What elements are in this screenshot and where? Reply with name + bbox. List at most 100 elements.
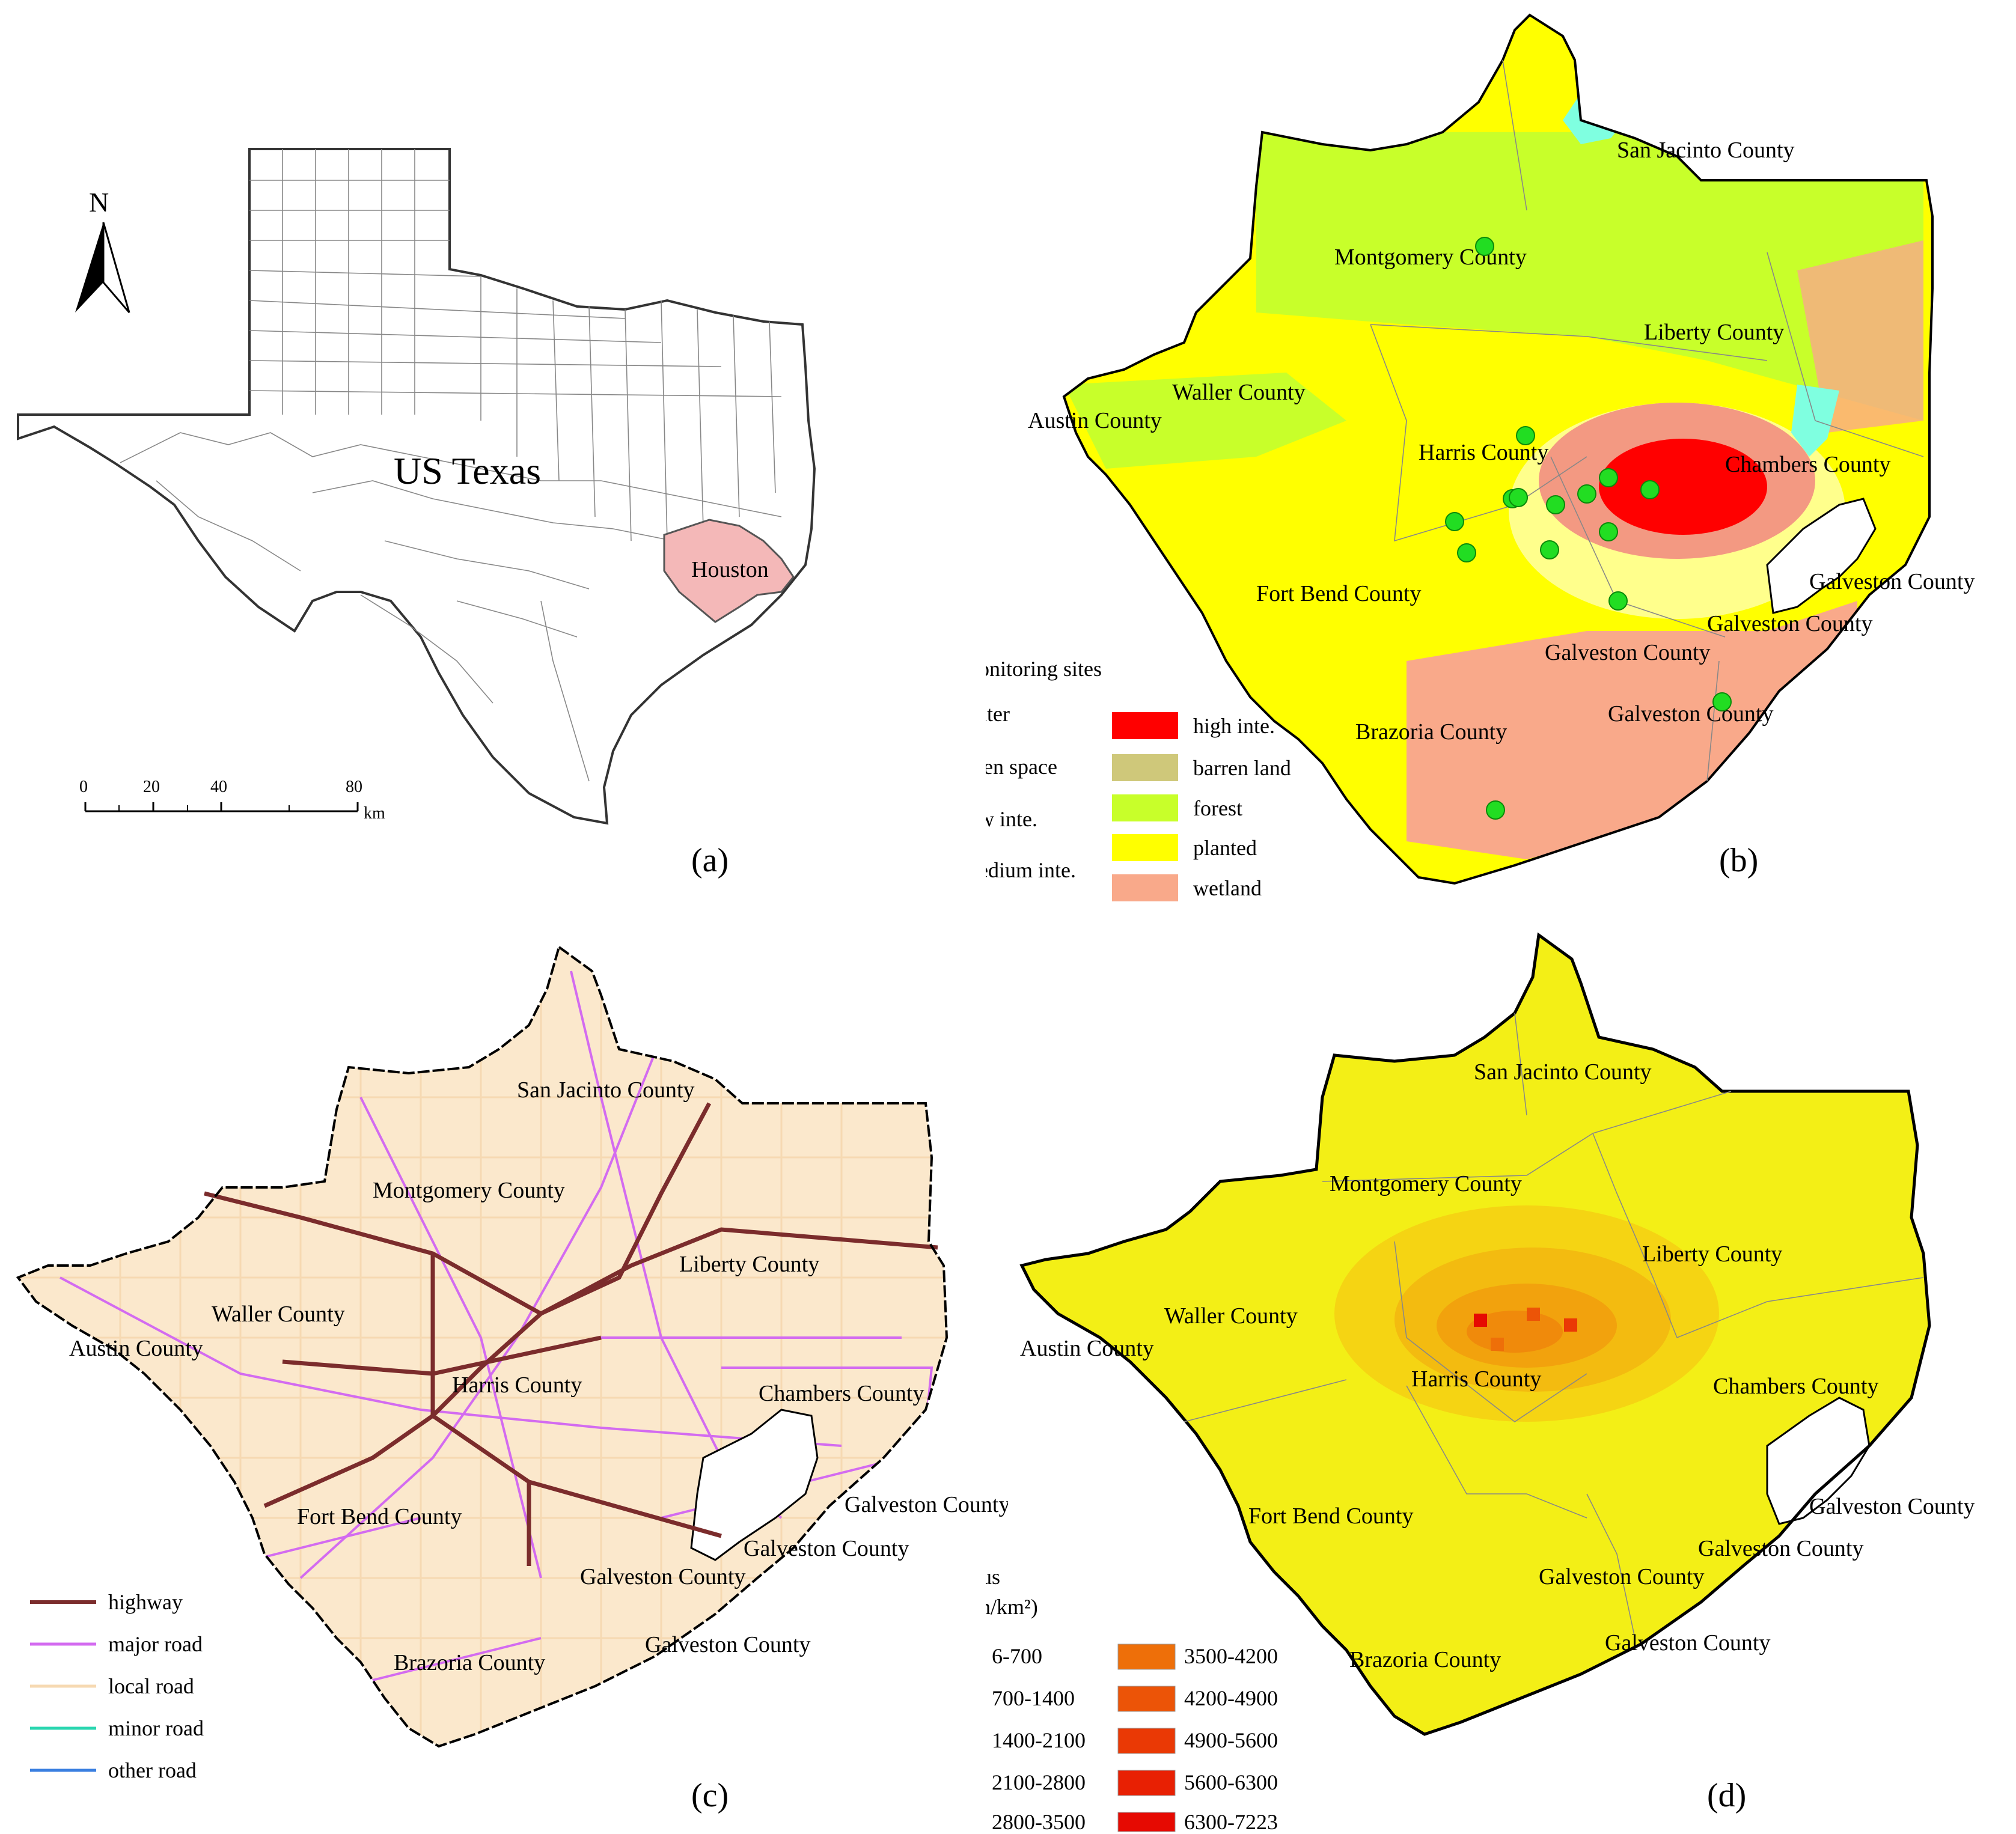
legend-label: 6-700 — [992, 1644, 1042, 1668]
county-label-b: Galveston County — [1809, 569, 1975, 594]
legend-label: wetland — [1193, 876, 1262, 900]
county-label-c: Liberty County — [679, 1252, 819, 1277]
legend-label: water — [986, 702, 1010, 726]
county-label-b: Austin County — [1028, 408, 1162, 433]
county-label-c: Fort Bend County — [297, 1504, 462, 1529]
legend-c: highway major road local road minor road… — [30, 1590, 204, 1782]
north-arrow-icon: N — [75, 187, 130, 313]
legend-label: medium inte. — [986, 858, 1076, 882]
county-label-d: Montgomery County — [1330, 1171, 1522, 1196]
county-label-b: Chambers County — [1725, 452, 1890, 477]
texas-title: US Texas — [394, 449, 541, 492]
county-label-b: San Jacinto County — [1617, 138, 1795, 163]
monitoring-site — [1546, 495, 1565, 514]
panel-d-census-map: San Jacinto County Montgomery County Lib… — [986, 932, 1975, 1834]
legend-label: forest — [1193, 796, 1242, 820]
houston-label: Houston — [691, 557, 769, 582]
panel-c-road-map: San Jacinto County Montgomery County Lib… — [16, 945, 1008, 1814]
county-label-d: San Jacinto County — [1474, 1059, 1652, 1085]
monitoring-site — [1509, 488, 1528, 507]
monitoring-site — [1712, 692, 1732, 711]
county-label-d: Fort Bend County — [1248, 1503, 1413, 1529]
legend-b: monitoring sites water open space low in… — [986, 657, 1291, 901]
legend-unit: (person/km²) — [986, 1595, 1038, 1619]
county-label-d: Harris County — [1411, 1366, 1541, 1392]
county-label-b: Galveston County — [1707, 611, 1872, 636]
legend-sites-label: monitoring sites — [986, 657, 1102, 681]
county-label-c: San Jacinto County — [517, 1077, 695, 1103]
county-label-b: Brazoria County — [1355, 719, 1507, 745]
county-label-d: Austin County — [1020, 1336, 1154, 1361]
county-label-c: Brazoria County — [394, 1650, 545, 1675]
county-label-d: Liberty County — [1642, 1241, 1782, 1267]
scale-tick-40: 40 — [210, 778, 227, 796]
caption-d: (d) — [1707, 1777, 1746, 1814]
county-label-b: Liberty County — [1644, 320, 1784, 345]
highways — [204, 1102, 938, 1566]
county-label-b: Waller County — [1172, 380, 1306, 405]
county-label-d: Galveston County — [1539, 1564, 1704, 1589]
region-outline-c — [16, 945, 948, 1748]
caption-a: (a) — [691, 842, 729, 879]
legend-title: census — [986, 1565, 1000, 1589]
monitoring-site — [1640, 480, 1660, 499]
legend-label: 1400-2100 — [992, 1728, 1086, 1752]
legend-label: 4200-4900 — [1184, 1686, 1278, 1710]
legend-label: 2800-3500 — [992, 1810, 1086, 1834]
legend-label: 3500-4200 — [1184, 1644, 1278, 1668]
county-label-c: Galveston County — [845, 1492, 1008, 1517]
monitoring-site — [1445, 512, 1464, 531]
legend-label: high inte. — [1193, 714, 1275, 738]
county-label-b: Fort Bend County — [1256, 581, 1421, 606]
houston-region — [663, 519, 795, 623]
legend-label: barren land — [1193, 756, 1291, 780]
legend-label: major road — [108, 1632, 203, 1656]
county-label-c: Waller County — [212, 1302, 345, 1327]
legend-label: 700-1400 — [992, 1686, 1075, 1710]
legend-label: 6300-7223 — [1184, 1810, 1278, 1834]
monitoring-sites — [1445, 237, 1732, 820]
galveston-bay-d — [1766, 1397, 1871, 1525]
north-label: N — [89, 187, 109, 218]
region-outline-d — [1019, 932, 1931, 1736]
galveston-bay — [1766, 498, 1877, 614]
caption-c: (c) — [691, 1777, 729, 1814]
legend-label: highway — [108, 1590, 183, 1614]
county-label-d: Waller County — [1164, 1303, 1298, 1329]
scale-bar: 0 20 40 80 km — [79, 778, 385, 823]
scale-tick-0: 0 — [79, 778, 88, 796]
county-label-d: Brazoria County — [1349, 1647, 1501, 1672]
caption-b: (b) — [1719, 842, 1758, 879]
county-label-d: Chambers County — [1713, 1374, 1878, 1399]
county-label-b: Montgomery County — [1334, 245, 1527, 270]
scale-tick-20: 20 — [143, 778, 160, 796]
county-grid — [120, 149, 782, 782]
region-outline-b — [1062, 13, 1934, 885]
monitoring-site — [1457, 543, 1476, 562]
county-boundaries-d — [1184, 1013, 1924, 1639]
legend-label: other road — [108, 1758, 197, 1782]
legend-label: minor road — [108, 1716, 204, 1740]
monitoring-site — [1608, 591, 1628, 611]
monitoring-site — [1540, 540, 1559, 559]
county-label-c: Galveston County — [580, 1564, 745, 1589]
county-label-d: Galveston County — [1809, 1494, 1975, 1519]
monitoring-site — [1475, 237, 1494, 256]
panel-a-texas-map: Houston US Texas N 0 20 40 80 km (a) — [17, 148, 816, 879]
legend-label: 4900-5600 — [1184, 1728, 1278, 1752]
galveston-bay-c — [690, 1409, 819, 1561]
county-label-b: Galveston County — [1608, 701, 1773, 727]
county-label-d: Galveston County — [1605, 1630, 1770, 1656]
legend-label: 2100-2800 — [992, 1770, 1086, 1794]
monitoring-site — [1599, 468, 1618, 487]
legend-label: open space — [986, 755, 1057, 779]
monitoring-site — [1486, 800, 1505, 820]
legend-label: planted — [1193, 836, 1257, 860]
scale-unit: km — [364, 804, 385, 823]
county-label-c: Chambers County — [759, 1381, 924, 1406]
legend-d: census (person/km²) 6-700 700-1400 1400-… — [986, 1565, 1278, 1834]
county-label-c: Galveston County — [744, 1536, 909, 1561]
scale-tick-80: 80 — [346, 778, 362, 796]
monitoring-site — [1577, 484, 1596, 504]
county-label-c: Galveston County — [645, 1632, 810, 1657]
